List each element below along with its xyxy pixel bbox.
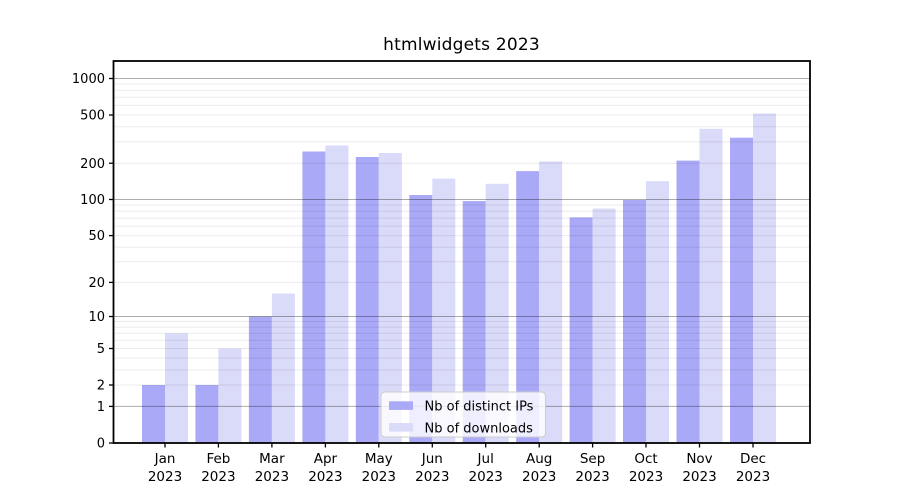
x-tick-label-year-jan: 2023 xyxy=(148,469,182,485)
bar-distinct-ips-feb xyxy=(195,385,219,443)
bar-distinct-ips-jul xyxy=(462,201,486,443)
bar-distinct-ips-jan xyxy=(142,385,165,443)
x-tick-label-month-oct: Oct xyxy=(634,451,657,467)
x-tick-label-month-jun: Jun xyxy=(421,451,443,467)
y-tick-label-1000: 1000 xyxy=(72,72,105,87)
x-tick-label-month-nov: Nov xyxy=(686,451,712,467)
bar-distinct-ips-mar xyxy=(248,316,272,443)
y-tick-label-1: 1 xyxy=(97,400,105,415)
bar-downloads-dec xyxy=(753,113,776,443)
legend-swatch-distinct-ips xyxy=(389,401,413,410)
bar-distinct-ips-apr xyxy=(302,151,326,443)
y-tick-label-50: 50 xyxy=(88,229,105,244)
legend: Nb of distinct IPs Nb of downloads xyxy=(380,391,546,438)
x-tick-label-year-jun: 2023 xyxy=(415,469,449,485)
x-tick-label-year-jul: 2023 xyxy=(469,469,503,485)
bar-downloads-jun xyxy=(432,178,456,443)
x-tick-label-month-dec: Dec xyxy=(740,451,766,467)
bar-distinct-ips-sep xyxy=(569,217,593,443)
x-tick-label-year-nov: 2023 xyxy=(682,469,716,485)
bar-downloads-feb xyxy=(218,348,242,443)
bar-distinct-ips-aug xyxy=(516,171,540,443)
bar-downloads-nov xyxy=(699,128,723,444)
x-tick-label-year-oct: 2023 xyxy=(629,469,663,485)
x-tick-label-month-apr: Apr xyxy=(314,451,338,467)
y-tick-label-2: 2 xyxy=(97,379,105,394)
y-tick-label-20: 20 xyxy=(88,276,105,291)
legend-label-downloads: Nb of downloads xyxy=(425,421,534,436)
x-tick-label-month-aug: Aug xyxy=(526,451,552,467)
x-tick-label-year-mar: 2023 xyxy=(255,469,289,485)
x-tick-label-year-may: 2023 xyxy=(362,469,396,485)
legend-box xyxy=(380,391,546,438)
y-tick-label-5: 5 xyxy=(97,342,105,357)
x-tick-label-year-sep: 2023 xyxy=(575,469,609,485)
x-tick-label-year-feb: 2023 xyxy=(201,469,235,485)
x-tick-label-month-jan: Jan xyxy=(154,451,176,467)
bar-downloads-jul xyxy=(485,183,509,444)
bar-downloads-apr xyxy=(325,145,349,443)
bar-downloads-oct xyxy=(646,181,669,443)
x-tick-label-year-dec: 2023 xyxy=(736,469,770,485)
bar-downloads-aug xyxy=(539,161,563,443)
x-tick-label-month-mar: Mar xyxy=(259,451,285,467)
x-tick-label-month-jul: Jul xyxy=(477,451,494,467)
y-tick-label-100: 100 xyxy=(80,193,105,208)
legend-label-distinct-ips: Nb of distinct IPs xyxy=(425,400,534,415)
bar-distinct-ips-dec xyxy=(730,137,753,443)
x-tick-label-month-sep: Sep xyxy=(580,451,605,467)
y-tick-label-10: 10 xyxy=(88,310,105,325)
bar-distinct-ips-oct xyxy=(623,200,646,443)
y-tick-label-200: 200 xyxy=(80,157,105,172)
bar-downloads-jan xyxy=(165,333,188,443)
bar-distinct-ips-jun xyxy=(409,195,433,443)
bar-distinct-ips-nov xyxy=(676,160,700,443)
legend-swatch-downloads xyxy=(389,423,413,432)
x-tick-label-month-may: May xyxy=(365,451,393,467)
y-tick-label-0: 0 xyxy=(97,437,105,452)
bar-distinct-ips-may xyxy=(355,157,379,443)
x-tick-label-month-feb: Feb xyxy=(206,451,230,467)
plot-border xyxy=(112,60,811,444)
x-tick-label-year-aug: 2023 xyxy=(522,469,556,485)
bar-downloads-sep xyxy=(592,208,616,443)
bar-downloads-may xyxy=(378,153,402,443)
chart-title: htmlwidgets 2023 xyxy=(383,35,540,55)
y-tick-label-500: 500 xyxy=(80,109,105,124)
bar-downloads-mar xyxy=(271,293,295,443)
x-tick-label-year-apr: 2023 xyxy=(308,469,342,485)
